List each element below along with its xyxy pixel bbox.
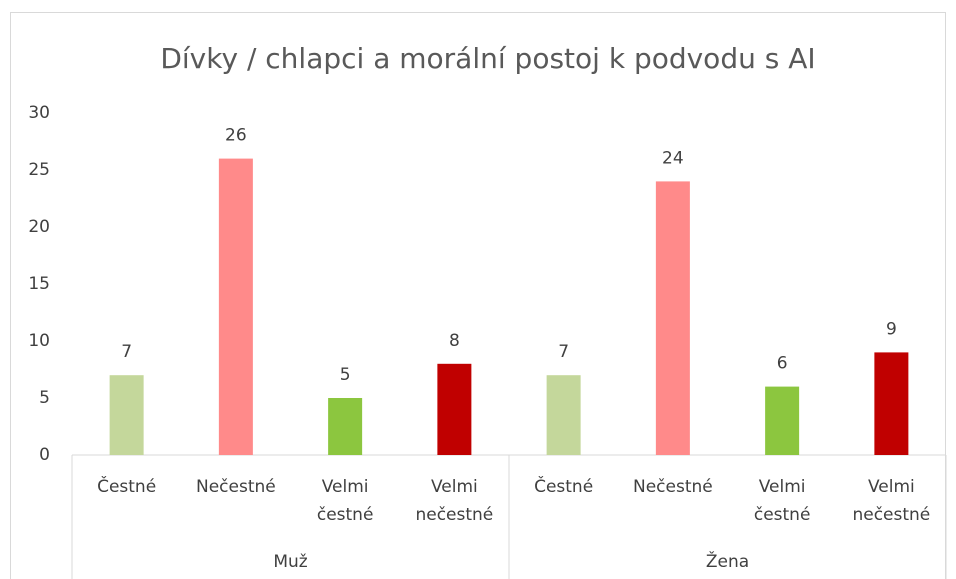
y-tick-label: 0 bbox=[39, 445, 50, 465]
value-label: 5 bbox=[340, 365, 351, 385]
bar bbox=[874, 352, 909, 455]
x-tick-label: Velmi nečestné bbox=[852, 477, 931, 525]
x-tick-label: Velmi čestné bbox=[753, 477, 811, 525]
bar bbox=[765, 386, 800, 455]
bar bbox=[218, 158, 253, 455]
value-label: 26 bbox=[225, 126, 247, 146]
x-tick-label: Nečestné bbox=[633, 477, 713, 497]
group-label: Muž bbox=[273, 552, 308, 572]
x-tick-label: Čestné bbox=[534, 477, 594, 497]
bar bbox=[328, 398, 363, 455]
bar bbox=[109, 375, 144, 455]
value-label: 6 bbox=[777, 354, 788, 374]
group-label: Žena bbox=[705, 552, 750, 572]
value-label: 7 bbox=[558, 342, 569, 362]
bar bbox=[655, 181, 690, 455]
x-tick-label: Nečestné bbox=[196, 477, 276, 497]
x-tick-label: Čestné bbox=[97, 477, 157, 497]
value-label: 8 bbox=[449, 331, 460, 351]
value-label: 7 bbox=[121, 342, 132, 362]
x-tick-label: Velmi nečestné bbox=[415, 477, 494, 525]
y-tick-label: 10 bbox=[28, 331, 50, 351]
y-tick-label: 20 bbox=[28, 217, 50, 237]
y-tick-label: 15 bbox=[28, 274, 50, 294]
value-label: 24 bbox=[662, 148, 684, 168]
y-tick-label: 5 bbox=[39, 388, 50, 408]
y-tick-label: 25 bbox=[28, 160, 50, 180]
value-label: 9 bbox=[886, 319, 897, 339]
chart-frame bbox=[10, 12, 946, 579]
x-tick-label: Velmi čestné bbox=[316, 477, 374, 525]
bar bbox=[546, 375, 581, 455]
bar bbox=[437, 363, 472, 455]
y-tick-label: 30 bbox=[28, 103, 50, 123]
chart-title: Dívky / chlapci a morální postoj k podvo… bbox=[160, 42, 815, 75]
